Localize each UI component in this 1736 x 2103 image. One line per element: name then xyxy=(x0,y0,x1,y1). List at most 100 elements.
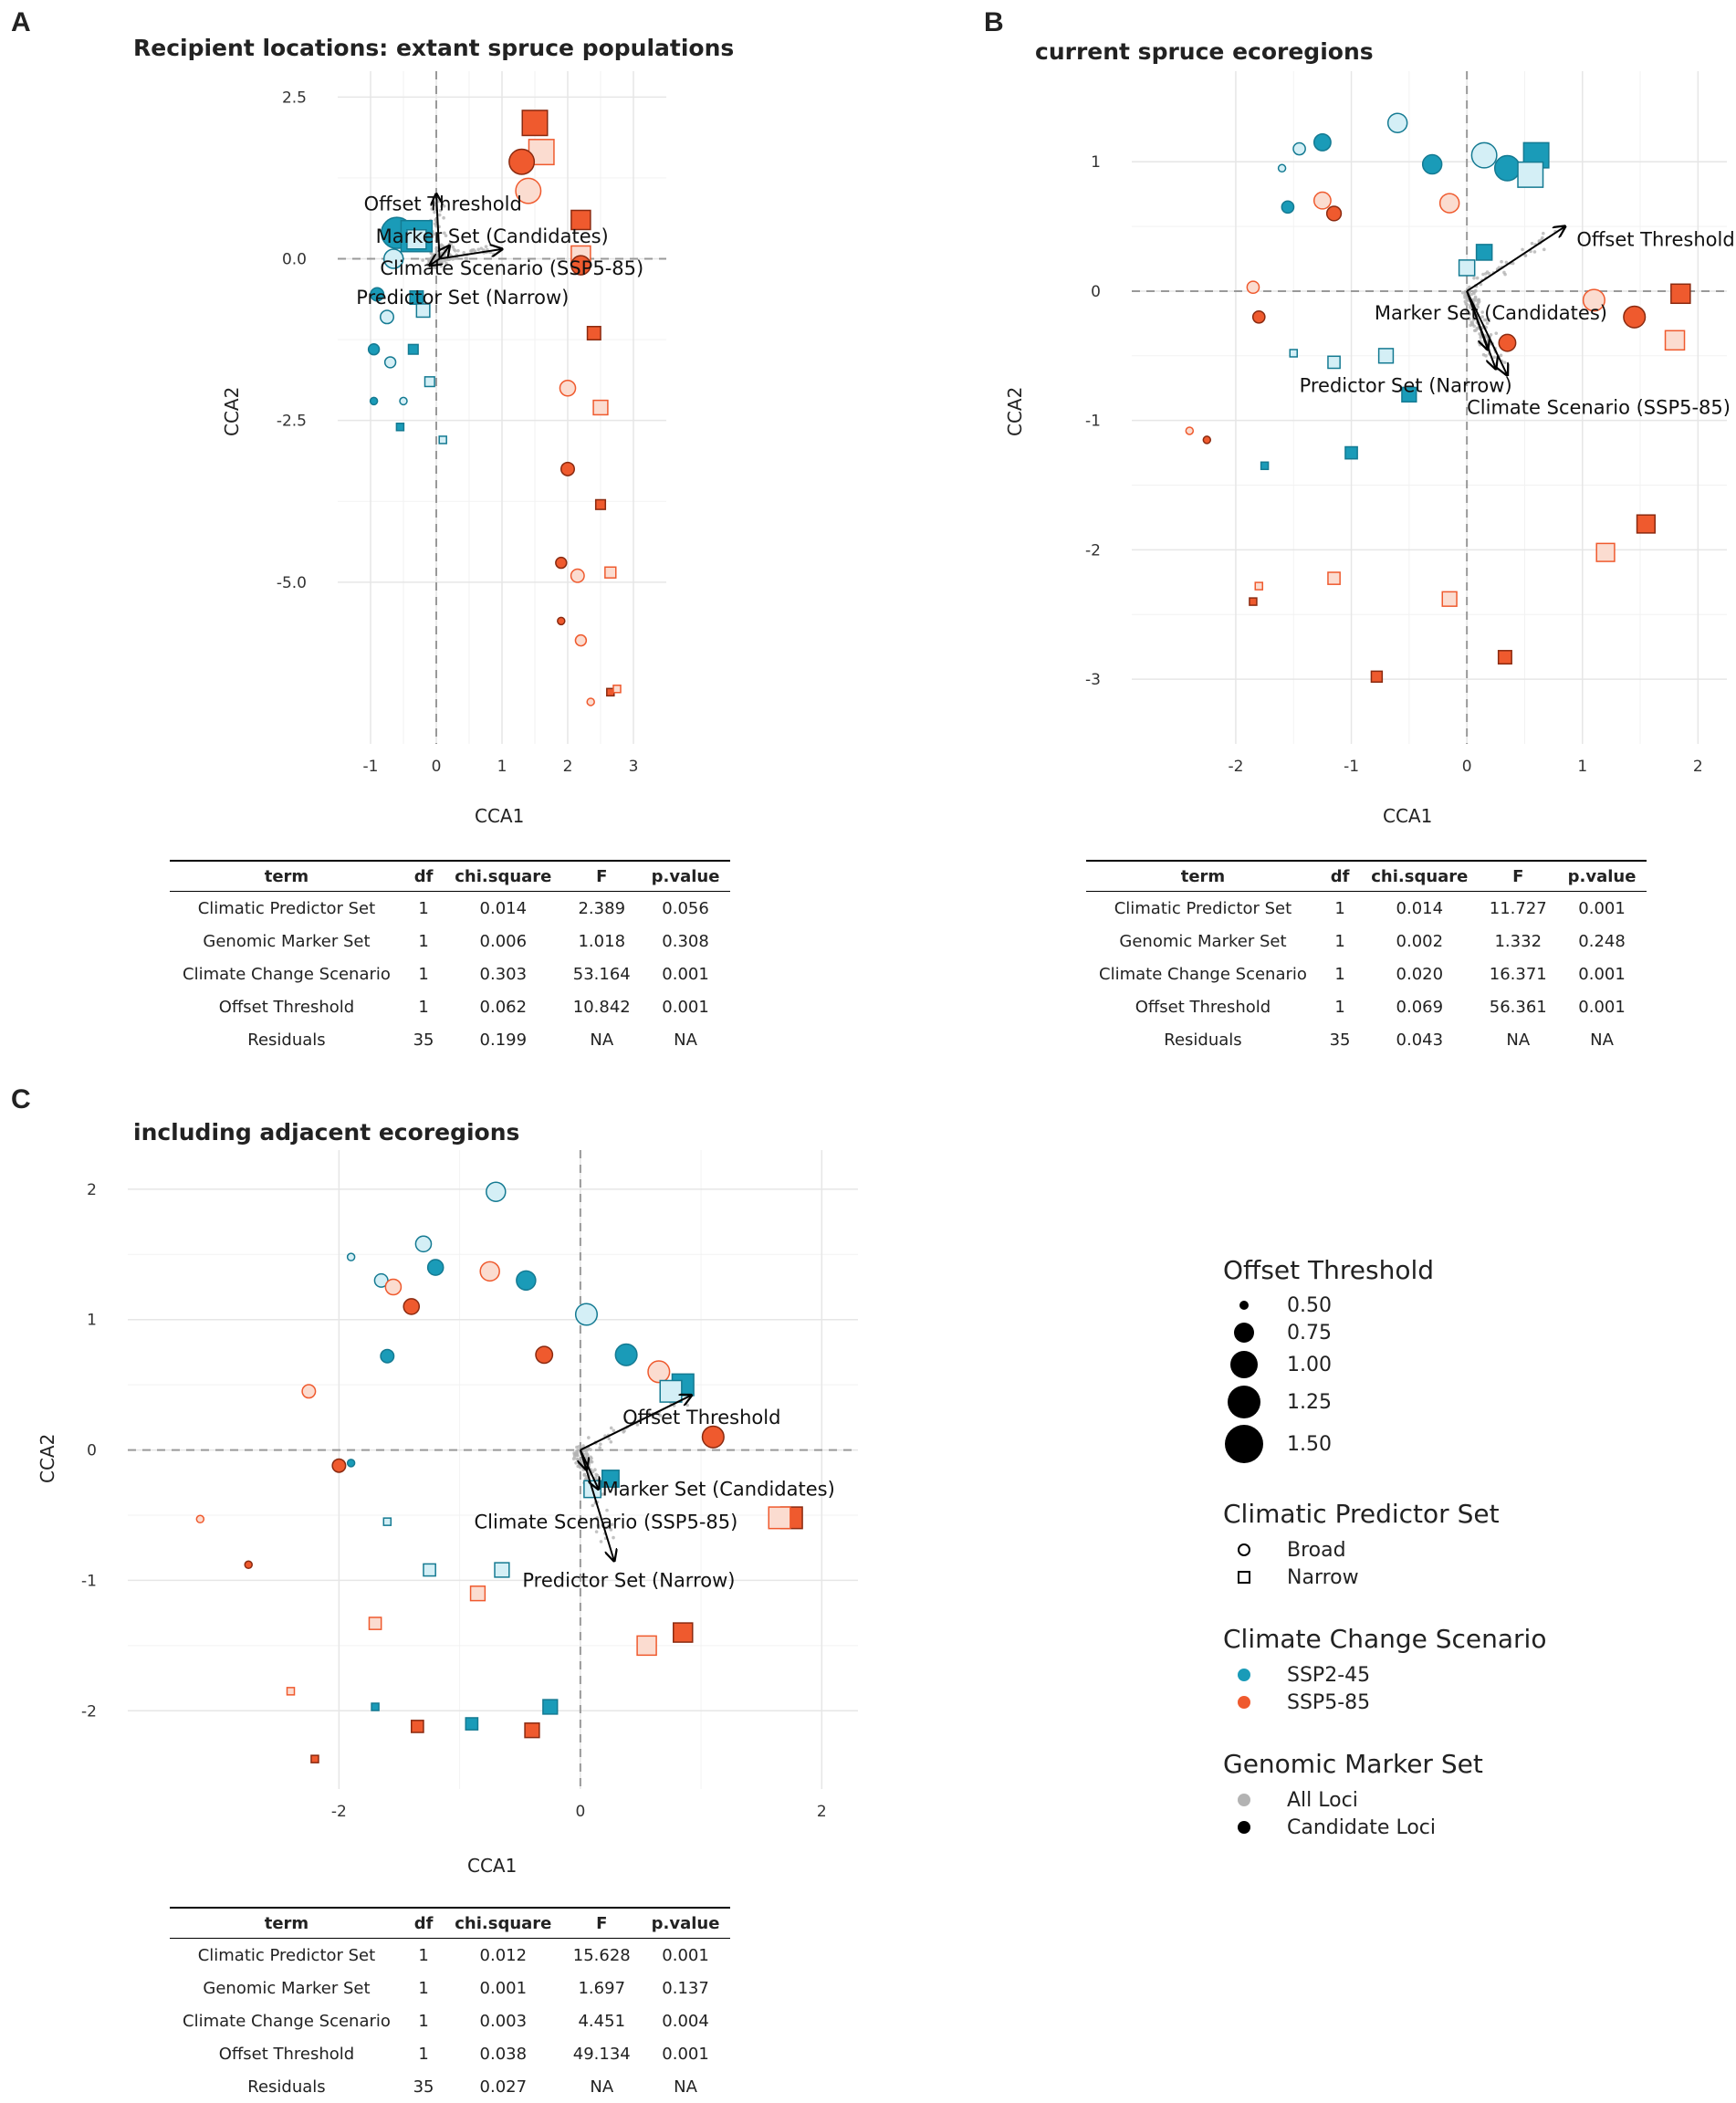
all-loci-point xyxy=(624,1418,628,1423)
narrow-square-point xyxy=(415,303,431,319)
all-loci-point xyxy=(443,231,446,235)
all-loci-point xyxy=(1475,276,1480,280)
all-loci-point xyxy=(469,249,474,253)
ssp245-color-icon xyxy=(1238,1669,1250,1681)
all-loci-point xyxy=(1464,309,1469,312)
broad-circle-point xyxy=(403,1298,421,1315)
broad-circle-point xyxy=(574,633,588,647)
all-loci-point xyxy=(612,1428,616,1433)
broad-circle-point xyxy=(426,1259,444,1276)
broad-circle-point xyxy=(647,1360,671,1384)
table-row: Genomic Marker Set 1 0.006 1.018 0.308 xyxy=(170,925,730,957)
all-loci-point xyxy=(574,1460,578,1465)
all-loci-point xyxy=(1475,303,1480,308)
biplot-arrow-label: Climate Scenario (SSP5-85) xyxy=(380,257,643,279)
biplot-arrow xyxy=(439,249,502,260)
table-row: Offset Threshold 1 0.062 10.842 0.001 xyxy=(170,990,730,1023)
narrow-square-point xyxy=(612,685,622,694)
all-loci-point xyxy=(575,1451,580,1455)
table-cell: 0.043 xyxy=(1396,1030,1444,1050)
y-tick-label: 2.5 xyxy=(282,89,307,107)
narrow-square-point xyxy=(406,229,427,250)
table-row: Climate Change Scenario 1 0.003 4.451 0.004 xyxy=(170,2004,730,2037)
all-loci-point xyxy=(601,1492,605,1496)
legend-item: Broad xyxy=(1223,1536,1546,1564)
narrow-square-point xyxy=(1595,542,1616,562)
narrow-square-point xyxy=(1344,445,1358,460)
legend-item: All Loci xyxy=(1223,1786,1546,1814)
broad-circle-point xyxy=(557,616,566,626)
y-tick-label: -5.0 xyxy=(277,574,307,592)
all-loci-point xyxy=(1494,331,1499,335)
all-loci-point xyxy=(609,1440,613,1444)
narrow-square-point xyxy=(542,1699,559,1715)
legend-title: Climate Change Scenario xyxy=(1223,1624,1547,1654)
legend-genomic-marker-set: Genomic Marker Set All Loci Candidate Lo… xyxy=(1223,1749,1546,1841)
table-cell: Offset Threshold xyxy=(218,997,355,1017)
narrow-square-point xyxy=(423,1563,436,1577)
legend-item: Candidate Loci xyxy=(1223,1814,1546,1841)
table-cell: 0.001 xyxy=(662,2044,709,2064)
biplot-arrow xyxy=(1466,226,1565,292)
all-loci-point xyxy=(594,1472,598,1477)
broad-circle-point xyxy=(1246,280,1260,295)
all-loci-point xyxy=(596,1523,601,1528)
y-tick-label: -2 xyxy=(1085,541,1101,560)
table-cell: Genomic Marker Set xyxy=(203,1978,371,1998)
table-cell: 0.027 xyxy=(479,2077,528,2097)
table-cell: Genomic Marker Set xyxy=(203,931,371,951)
table-cell: 0.308 xyxy=(662,931,709,951)
narrow-square-point xyxy=(469,1585,486,1602)
table-header-row: term df chi.square F p.value xyxy=(170,860,730,892)
legend-item: 0.50 xyxy=(1223,1292,1546,1318)
y-tick-label: 1 xyxy=(87,1312,97,1330)
legend-item: 0.75 xyxy=(1223,1318,1546,1347)
col-f: F xyxy=(562,860,642,892)
table-row: Residuals 35 0.199 NA NA xyxy=(170,1023,730,1056)
broad-circle-point xyxy=(555,556,568,570)
all-loci-point xyxy=(587,1436,591,1439)
table-cell: 1 xyxy=(418,2044,429,2064)
all-loci-point xyxy=(442,204,446,208)
table-cell: Residuals xyxy=(247,1030,326,1050)
narrow-square-point xyxy=(424,376,435,388)
table-row: Residuals 35 0.027 NA NA xyxy=(170,2070,730,2103)
all-loci-point xyxy=(1487,271,1491,276)
broad-circle-point xyxy=(301,1384,317,1399)
all-loci-point xyxy=(437,213,442,217)
table-cell: 35 xyxy=(1329,1030,1351,1050)
table-row: Genomic Marker Set 1 0.002 1.332 0.248 xyxy=(1086,925,1647,957)
y-tick-label: -2 xyxy=(81,1702,97,1721)
broad-circle-point xyxy=(373,1272,389,1288)
x-axis-label-a: CCA1 xyxy=(475,805,525,827)
biplot-arrow-label: Predictor Set (Narrow) xyxy=(356,287,569,309)
all-loci-point xyxy=(492,252,496,256)
panel-title-c: including adjacent ecoregions xyxy=(133,1119,520,1146)
anova-table-a: term df chi.square F p.value Climatic Pr… xyxy=(170,860,730,1056)
panel-title-a: Recipient locations: extant spruce popul… xyxy=(133,35,735,61)
table-cell: Residuals xyxy=(247,2077,326,2097)
all-loci-point xyxy=(1542,247,1546,252)
narrow-square-point xyxy=(524,1722,540,1739)
size-key-125 xyxy=(1228,1386,1260,1418)
narrow-square-point xyxy=(1289,349,1298,358)
table-row: Offset Threshold 1 0.069 56.361 0.001 xyxy=(1086,990,1647,1023)
table-cell: 15.628 xyxy=(572,1945,631,1965)
all-loci-point xyxy=(1472,276,1476,280)
all-loci-point xyxy=(1480,310,1485,314)
table-cell: 0.069 xyxy=(1396,997,1444,1017)
y-tick-label: 2 xyxy=(87,1181,97,1199)
x-tick-label: -1 xyxy=(363,758,379,776)
all-loci-point xyxy=(612,1535,615,1540)
table-cell: 0.003 xyxy=(479,2011,528,2031)
table-cell: 1 xyxy=(418,2011,429,2031)
table-cell: NA xyxy=(590,1030,614,1050)
table-cell: 0.014 xyxy=(1396,898,1444,918)
narrow-square-point xyxy=(1636,514,1656,534)
broad-circle-point xyxy=(331,1458,347,1473)
broad-circle-point xyxy=(346,1459,356,1468)
table-row: Climatic Predictor Set 1 0.014 2.389 0.056 xyxy=(170,892,730,926)
narrow-square-point xyxy=(286,1687,296,1696)
table-cell: NA xyxy=(674,1030,697,1050)
y-tick-label: 0 xyxy=(1091,283,1101,301)
